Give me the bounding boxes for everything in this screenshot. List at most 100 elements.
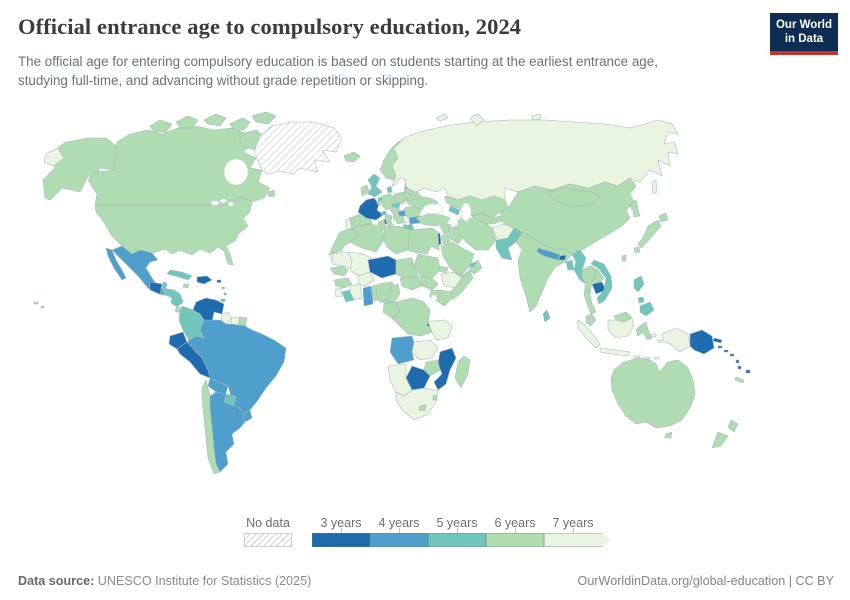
country-peru[interactable] xyxy=(176,341,211,379)
country-lesotho[interactable] xyxy=(418,404,427,412)
country-png-new-britain[interactable] xyxy=(712,337,723,344)
country-trinidad[interactable] xyxy=(220,298,226,302)
country-cote-divoire[interactable] xyxy=(349,283,363,301)
country-guinea[interactable] xyxy=(333,277,353,289)
country-north-korea[interactable] xyxy=(629,199,639,211)
country-eswatini[interactable] xyxy=(432,394,438,401)
country-jordan[interactable] xyxy=(440,233,451,245)
country-caucasus[interactable] xyxy=(448,205,461,216)
country-solomon-islands[interactable] xyxy=(717,345,735,357)
country-papua-new-guinea[interactable] xyxy=(689,329,715,355)
owid-logo[interactable]: Our World in Data xyxy=(770,13,838,55)
country-eritrea[interactable] xyxy=(438,265,449,274)
legend-bin-swatch[interactable] xyxy=(312,533,370,547)
country-chad[interactable] xyxy=(395,257,419,279)
country-indonesia-lesser-sunda[interactable] xyxy=(633,355,660,360)
legend-bin-swatch[interactable] xyxy=(486,533,544,547)
country-nepal[interactable] xyxy=(536,247,561,261)
country-south-korea[interactable] xyxy=(632,208,641,218)
country-bangladesh[interactable] xyxy=(565,259,575,271)
country-new-zealand[interactable] xyxy=(711,419,739,449)
country-new-caledonia[interactable] xyxy=(734,376,745,384)
country-egypt[interactable] xyxy=(407,227,440,255)
country-croatia-bosnia[interactable] xyxy=(392,213,406,225)
country-russia-sakhalin[interactable] xyxy=(651,179,658,195)
country-hispaniola[interactable] xyxy=(196,275,213,285)
country-bhutan[interactable] xyxy=(558,254,567,261)
country-indonesia-sumatra[interactable] xyxy=(577,319,601,349)
country-cuba[interactable] xyxy=(166,269,193,281)
country-australia-tasmania[interactable] xyxy=(664,431,673,439)
country-turkey[interactable] xyxy=(415,213,451,227)
country-libya[interactable] xyxy=(383,225,411,255)
country-zimbabwe[interactable] xyxy=(423,359,441,377)
country-indonesia-papua[interactable] xyxy=(661,327,691,353)
country-ghana[interactable] xyxy=(362,285,374,307)
country-sudan[interactable] xyxy=(413,253,441,279)
country-taiwan[interactable] xyxy=(621,254,627,262)
country-mongolia[interactable] xyxy=(547,187,601,207)
country-greenland[interactable] xyxy=(253,121,343,175)
country-sri-lanka[interactable] xyxy=(542,309,551,323)
country-zambia[interactable] xyxy=(411,339,439,361)
country-united-kingdom[interactable] xyxy=(367,173,383,198)
owid-url-license[interactable]: OurWorldinData.org/global-education | CC… xyxy=(577,574,834,588)
country-australia[interactable] xyxy=(610,357,696,429)
country-sierra-leone[interactable] xyxy=(334,287,343,298)
country-belgium[interactable] xyxy=(376,200,381,206)
country-niger[interactable] xyxy=(367,255,397,279)
country-svalbard[interactable] xyxy=(435,113,449,122)
country-algeria[interactable] xyxy=(349,223,385,253)
legend-bin-label: 4 years xyxy=(378,516,420,530)
country-indonesia-kalimantan[interactable] xyxy=(607,317,635,339)
country-senegal[interactable] xyxy=(329,265,349,277)
great-lake-3 xyxy=(227,201,235,207)
country-malaysia[interactable] xyxy=(585,313,597,327)
country-russia-severnaya-zemlya[interactable] xyxy=(531,113,542,121)
country-germany[interactable] xyxy=(380,193,397,211)
legend-bin-swatch[interactable] xyxy=(544,533,610,547)
country-usa-hawaii[interactable] xyxy=(33,301,45,309)
country-chile[interactable] xyxy=(201,379,221,475)
legend-bin-swatch[interactable] xyxy=(428,533,486,547)
country-indonesia-maluku[interactable] xyxy=(651,333,663,343)
country-denmark[interactable] xyxy=(386,185,393,194)
country-nicaragua[interactable] xyxy=(170,293,184,308)
country-central-african-republic[interactable] xyxy=(399,275,423,291)
legend-bin-swatch[interactable] xyxy=(370,533,428,547)
country-iran[interactable] xyxy=(457,217,497,251)
country-switzerland[interactable] xyxy=(380,210,387,216)
country-russia-novaya-zemlya[interactable] xyxy=(469,113,485,127)
country-vanuatu[interactable] xyxy=(735,359,742,370)
country-thailand[interactable] xyxy=(581,265,597,315)
country-jamaica[interactable] xyxy=(182,283,190,289)
country-uae[interactable] xyxy=(468,261,477,268)
country-lesser-antilles[interactable] xyxy=(221,286,227,296)
country-puerto-rico[interactable] xyxy=(216,279,222,283)
country-czechia[interactable] xyxy=(391,202,401,209)
country-poland[interactable] xyxy=(393,191,409,205)
country-south-sudan[interactable] xyxy=(419,275,439,291)
country-indonesia-java[interactable] xyxy=(599,347,631,357)
country-angola[interactable] xyxy=(389,335,415,365)
legend-no-data-swatch[interactable] xyxy=(244,533,292,547)
country-ireland[interactable] xyxy=(360,184,370,197)
country-tanzania[interactable] xyxy=(427,319,453,341)
country-russia[interactable] xyxy=(391,119,679,201)
country-japan[interactable] xyxy=(633,212,669,254)
country-philippines[interactable] xyxy=(633,275,655,317)
data-source-note: Data source: UNESCO Institute for Statis… xyxy=(18,574,311,588)
country-dr-congo[interactable] xyxy=(391,297,433,337)
country-kazakhstan[interactable] xyxy=(444,195,509,219)
country-iceland[interactable] xyxy=(343,151,361,163)
country-russia-chukotka[interactable] xyxy=(43,147,65,167)
country-fiji[interactable] xyxy=(745,369,751,374)
country-guyana[interactable] xyxy=(220,311,233,325)
great-lake-1 xyxy=(210,200,220,206)
country-vietnam[interactable] xyxy=(590,259,613,305)
country-burkina-faso[interactable] xyxy=(357,271,375,287)
country-madagascar[interactable] xyxy=(454,355,471,389)
country-mexico-baja[interactable] xyxy=(105,247,127,281)
country-indonesia-sulawesi[interactable] xyxy=(635,321,653,341)
country-guatemala[interactable] xyxy=(149,281,163,295)
